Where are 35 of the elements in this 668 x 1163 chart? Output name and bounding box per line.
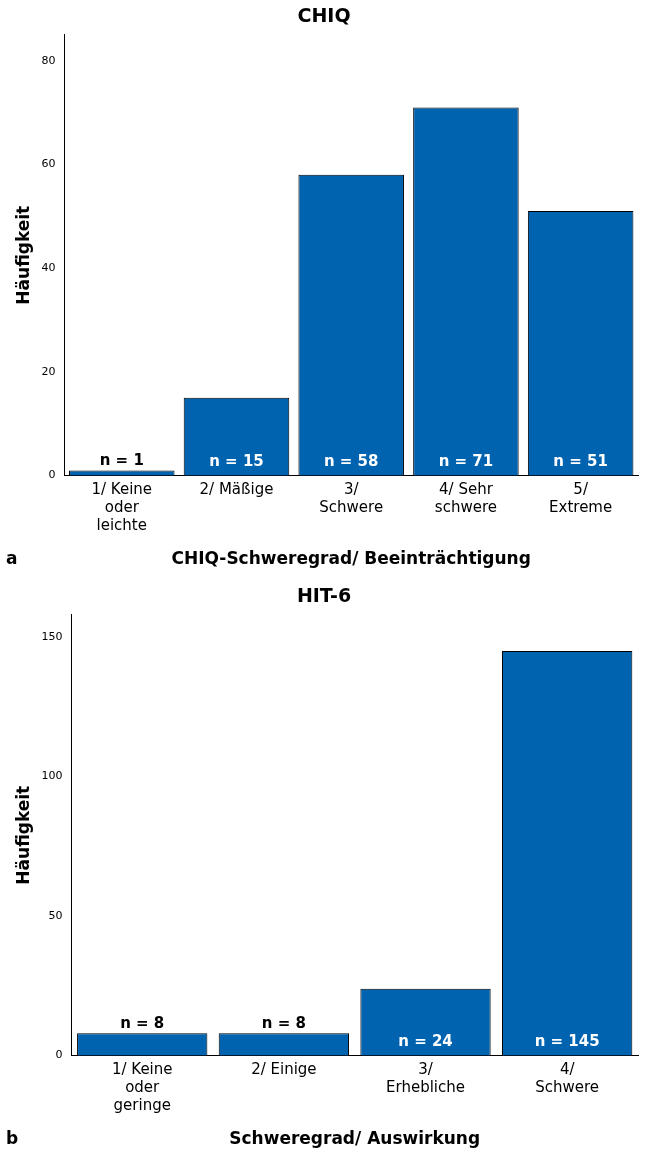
data-label: n = 8 — [261, 1013, 306, 1032]
data-label: n = 24 — [398, 1031, 453, 1050]
data-label: n = 58 — [323, 451, 379, 470]
y-tick-label: 50 — [48, 908, 63, 922]
data-label: n = 1 — [99, 450, 144, 469]
x-tick-label: 2/ Einige — [251, 1060, 317, 1079]
x-tick-label: 2/ Mäßige — [199, 480, 274, 499]
data-label: n = 51 — [553, 451, 608, 470]
chart-title: CHIQ — [297, 4, 351, 27]
y-tick-label: 150 — [41, 629, 63, 643]
y-tick-label: 0 — [48, 468, 56, 482]
x-axis-title: Schweregrad/ Auswirkung — [229, 1128, 481, 1149]
y-tick-label: 0 — [55, 1048, 63, 1062]
text: b — [6, 1127, 19, 1148]
y-tick-label: 80 — [41, 53, 56, 67]
x-axis-title: CHIQ-Schweregrad/ Beeinträchtigung — [171, 548, 531, 569]
data-label: n = 8 — [120, 1013, 165, 1032]
y-axis-title: Häufigkeit — [12, 785, 33, 885]
text: a — [6, 547, 18, 568]
data-label: n = 15 — [209, 451, 264, 470]
data-label: n = 145 — [534, 1031, 600, 1050]
x-tick-label: 4/ Sehr schwere — [434, 480, 497, 517]
data-label: n = 71 — [438, 451, 494, 470]
y-axis-title: Häufigkeit — [12, 205, 33, 305]
x-tick-label: 5/ Extreme — [549, 480, 613, 517]
y-tick-label: 20 — [41, 364, 56, 378]
y-tick-label: 40 — [41, 261, 56, 275]
y-tick-label: 100 — [41, 769, 63, 783]
x-tick-label: 4/ Schwere — [535, 1060, 600, 1097]
x-tick-label: 1/ Keine oder leichte — [91, 480, 153, 535]
x-tick-label: 3/ Schwere — [319, 480, 384, 517]
chart-title: HIT-6 — [296, 584, 352, 607]
x-tick-label: 3/ Erhebliche — [386, 1060, 466, 1097]
x-tick-label: 1/ Keine oder geringe — [111, 1060, 173, 1115]
y-tick-label: 60 — [41, 157, 56, 171]
